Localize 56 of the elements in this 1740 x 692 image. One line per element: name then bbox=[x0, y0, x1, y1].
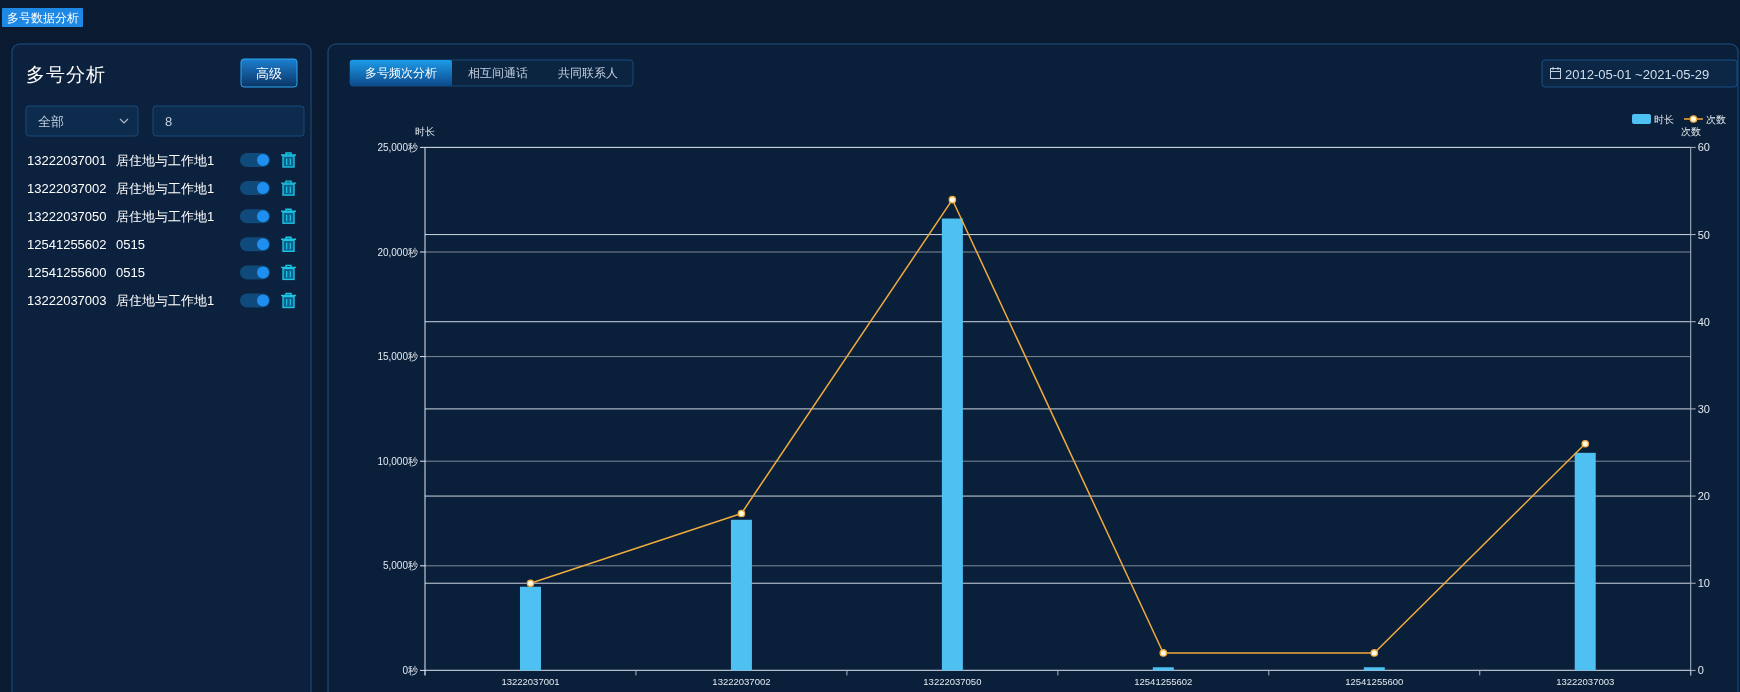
y-axis-title: 时长 bbox=[415, 125, 435, 137]
text: 共同联系人 bbox=[558, 66, 618, 80]
text: 居住地与工作地1 bbox=[116, 180, 215, 196]
text: 2012-05-01 ~2021-05-29 bbox=[1565, 66, 1710, 82]
point bbox=[1581, 439, 1590, 448]
bar bbox=[519, 586, 541, 671]
y2-axis-title: 次数 bbox=[1680, 125, 1701, 137]
text: 居住地与工作地1 bbox=[116, 208, 215, 224]
bar bbox=[941, 218, 963, 671]
y-tick-label: 15,000秒 bbox=[377, 351, 418, 363]
bar bbox=[730, 519, 752, 671]
x-tick-label: 13222037001 bbox=[501, 675, 560, 687]
y2-tick-label: 10 bbox=[1697, 577, 1710, 590]
text: 8 bbox=[165, 113, 173, 129]
x-tick-label: 13222037050 bbox=[923, 675, 982, 687]
y2-tick-label: 40 bbox=[1697, 315, 1710, 328]
text: 居住地与工作地1 bbox=[116, 152, 215, 168]
legend-label: 时长 bbox=[1654, 113, 1674, 125]
y2-tick-label: 50 bbox=[1697, 228, 1710, 241]
x-tick-label: 12541255602 bbox=[1134, 675, 1193, 687]
y-tick-label: 5,000秒 bbox=[382, 560, 418, 572]
point bbox=[1370, 649, 1379, 657]
y2-tick-label: 0 bbox=[1697, 664, 1704, 677]
text: 13222037050 bbox=[27, 208, 107, 224]
point bbox=[737, 509, 746, 518]
text: 12541255602 bbox=[27, 236, 107, 252]
y2-tick-label: 20 bbox=[1697, 490, 1710, 503]
x-tick-label: 13222037003 bbox=[1556, 675, 1615, 687]
point bbox=[1159, 649, 1168, 657]
text: 高级 bbox=[256, 65, 282, 81]
y2-tick-label: 60 bbox=[1697, 141, 1710, 154]
text: 13222037003 bbox=[27, 293, 107, 308]
point bbox=[948, 195, 957, 204]
text: 多号分析 bbox=[26, 63, 106, 85]
text: 居住地与工作地1 bbox=[116, 293, 215, 308]
y-tick-label: 10,000秒 bbox=[377, 455, 418, 467]
bar bbox=[1574, 452, 1596, 671]
bar bbox=[1152, 667, 1174, 671]
text: 全部 bbox=[38, 113, 64, 129]
y-tick-label: 0秒 bbox=[402, 664, 418, 676]
text: 0515 bbox=[116, 236, 145, 252]
bar bbox=[1363, 667, 1385, 671]
text: 13222037002 bbox=[27, 180, 107, 196]
legend-label: 次数 bbox=[1706, 113, 1726, 125]
y2-tick-label: 30 bbox=[1697, 402, 1710, 415]
text: 多号数据分析 bbox=[6, 11, 79, 25]
text: 0515 bbox=[116, 264, 145, 280]
chart-title: 多号频次分析 bbox=[365, 66, 437, 80]
text: 相互间通话 bbox=[467, 66, 528, 80]
y-tick-label: 25,000秒 bbox=[377, 141, 418, 153]
text: 13222037001 bbox=[27, 152, 107, 168]
text: 12541255600 bbox=[27, 264, 107, 280]
y-tick-label: 20,000秒 bbox=[377, 246, 418, 258]
x-tick-label: 13222037002 bbox=[712, 675, 771, 687]
x-tick-label: 12541255600 bbox=[1345, 675, 1404, 687]
point bbox=[526, 579, 535, 588]
